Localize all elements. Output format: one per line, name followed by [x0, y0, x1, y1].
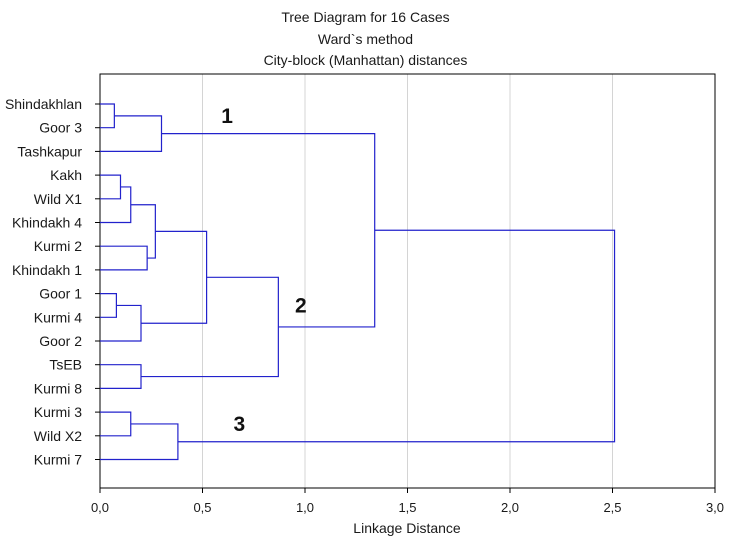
cluster-number-label: 1 — [221, 105, 233, 128]
cluster-annotations: 1 2 3 — [221, 105, 306, 436]
leaf-label: Kurmi 7 — [34, 452, 82, 468]
leaf-label: Wild X2 — [34, 428, 82, 444]
dendrogram-branches — [100, 103, 616, 461]
leaf-label: Goor 1 — [39, 286, 82, 302]
merge-branch — [100, 411, 132, 437]
x-tick-label: 1,0 — [296, 500, 314, 515]
merge-branch — [100, 423, 179, 461]
leaf-label: Tashkapur — [17, 143, 82, 159]
x-tick-label: 2,5 — [603, 500, 621, 515]
merge-branch — [100, 245, 148, 271]
leaf-label: TsEB — [49, 357, 82, 373]
merge-branch — [100, 103, 115, 129]
leaf-label: Khindakh 1 — [12, 262, 82, 278]
leaf-label: Kurmi 3 — [34, 404, 82, 420]
x-tick-label: 1,5 — [398, 500, 416, 515]
chart-title: Tree Diagram for 16 Cases — [281, 9, 450, 25]
merge-branch — [100, 115, 163, 152]
leaf-label: Wild X1 — [34, 191, 82, 207]
x-tick-label: 0,0 — [91, 500, 109, 515]
merge-branch — [100, 174, 122, 200]
leaf-labels: Shindakhlan Goor 3 Tashkapur Kakh Wild X1 Khi… — [5, 96, 100, 468]
merge-branch — [100, 304, 142, 342]
merge-branch — [177, 229, 616, 443]
chart-subtitle-distance: City-block (Manhattan) distances — [263, 52, 468, 68]
merge-branch — [100, 293, 117, 318]
merge-branch — [161, 133, 376, 328]
x-tick-label: 3,0 — [706, 500, 724, 515]
leaf-label: Kurmi 4 — [34, 309, 82, 325]
x-tick-label: 0,5 — [193, 500, 211, 515]
x-tick-label: 2,0 — [501, 500, 519, 515]
chart-subtitle-method: Ward`s method — [317, 31, 414, 47]
leaf-label: Kurmi 8 — [34, 380, 82, 396]
cluster-number-label: 3 — [234, 413, 246, 436]
leaf-label: Khindakh 4 — [12, 215, 82, 231]
cluster-number-label: 2 — [295, 294, 307, 317]
x-axis-ticks: 0,0 0,5 1,0 1,5 2,0 2,5 3,0 — [91, 488, 724, 515]
merge-branch — [130, 204, 156, 259]
merge-branch — [141, 230, 208, 324]
merge-branch — [100, 364, 142, 389]
leaf-label: Goor 2 — [39, 333, 82, 349]
leaf-label: Goor 3 — [39, 120, 82, 136]
merge-branch — [141, 276, 279, 378]
leaf-label: Shindakhlan — [5, 96, 82, 112]
merge-branch — [100, 186, 132, 224]
x-axis-label: Linkage Distance — [353, 520, 461, 536]
leaf-label: Kurmi 2 — [34, 238, 82, 254]
leaf-label: Kakh — [50, 167, 82, 183]
grid-lines — [202, 74, 613, 488]
